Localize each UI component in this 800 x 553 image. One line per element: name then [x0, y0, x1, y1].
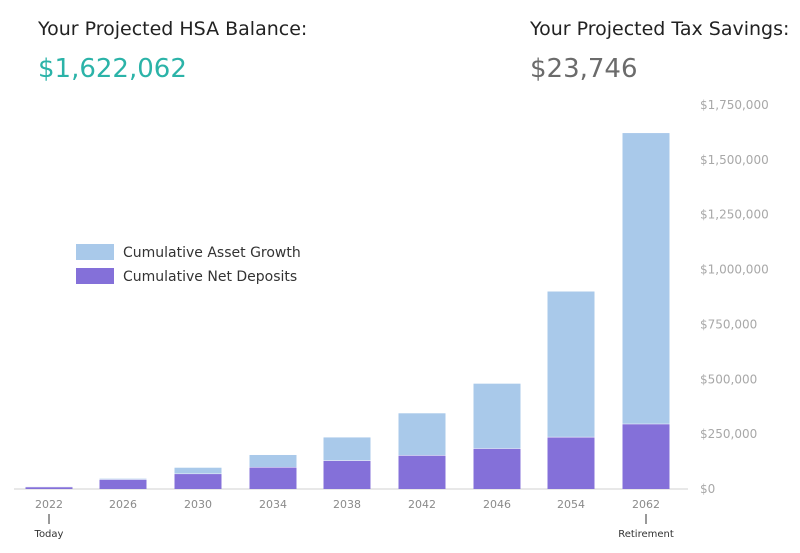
bar-asset-growth [174, 467, 222, 475]
x-tick-label: 2038 [333, 498, 361, 511]
x-sub-label: Today [34, 529, 64, 540]
y-tick-label: $250,000 [700, 427, 757, 441]
hsa-balance-label: Your Projected HSA Balance: [38, 18, 308, 40]
bar-asset-growth [99, 478, 147, 480]
tax-savings-value: $23,746 [530, 54, 638, 84]
tax-savings-label: Your Projected Tax Savings: [530, 18, 790, 40]
bar-net-deposits [323, 460, 371, 489]
bar-net-deposits [25, 487, 73, 489]
bar-net-deposits [473, 448, 521, 489]
bar-asset-growth [323, 437, 371, 461]
bar-asset-growth [473, 383, 521, 449]
x-tick-label: 2054 [557, 498, 585, 511]
bar-asset-growth [622, 133, 670, 425]
y-tick-label: $1,250,000 [700, 208, 769, 222]
hsa-balance-value: $1,622,062 [38, 54, 187, 84]
x-tick-label: 2062 [632, 498, 660, 511]
bar-net-deposits [174, 474, 222, 489]
y-tick-label: $500,000 [700, 372, 757, 386]
y-tick-label: $750,000 [700, 317, 757, 331]
y-tick-label: $1,500,000 [700, 153, 769, 167]
y-tick-label: $0 [700, 482, 715, 496]
legend-label: Cumulative Asset Growth [123, 245, 301, 261]
x-tick-label: 2030 [184, 498, 212, 511]
x-tick-label: 2042 [408, 498, 436, 511]
hsa-balance-block: Your Projected HSA Balance: $1,622,062 [38, 18, 307, 84]
x-tick-label: 2046 [483, 498, 511, 511]
legend-swatch [76, 244, 114, 260]
tax-savings-block: Your Projected Tax Savings: $23,746 [530, 18, 789, 84]
x-sub-label: Retirement [618, 529, 674, 540]
bar-net-deposits [99, 479, 147, 489]
bar-net-deposits [398, 455, 446, 489]
bar-net-deposits [547, 437, 595, 489]
y-tick-label: $1,000,000 [700, 263, 769, 277]
bar-asset-growth [398, 413, 446, 456]
bar-net-deposits [622, 424, 670, 489]
x-tick-label: 2026 [109, 498, 137, 511]
x-tick-label: 2022 [35, 498, 63, 511]
bar-net-deposits [249, 467, 297, 489]
bar-asset-growth [249, 454, 297, 468]
legend-label: Cumulative Net Deposits [123, 269, 297, 285]
y-tick-label: $1,750,000 [700, 98, 769, 112]
bar-asset-growth [547, 291, 595, 438]
legend-swatch [76, 268, 114, 284]
x-tick-label: 2034 [259, 498, 287, 511]
